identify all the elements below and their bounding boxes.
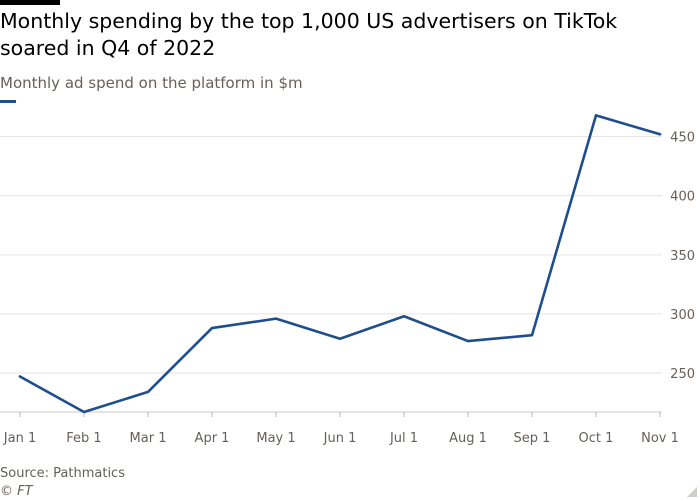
- chart-subtitle: Monthly ad spend on the platform in $m: [0, 74, 303, 92]
- y-tick-label: 400: [670, 190, 695, 205]
- data-point: [338, 337, 342, 340]
- y-tick-label: 300: [670, 308, 695, 323]
- source-note: Source: Pathmatics: [0, 466, 125, 481]
- data-point: [146, 390, 150, 394]
- data-point: [402, 315, 406, 318]
- data-point: [210, 326, 214, 330]
- accent-rule: [0, 0, 60, 5]
- x-tick-label: Apr 1: [195, 431, 230, 446]
- x-tick-label: Jun 1: [323, 431, 357, 446]
- data-point: [466, 339, 470, 343]
- chart-title: Monthly spending by the top 1,000 US adv…: [0, 9, 618, 60]
- x-tick-label: May 1: [256, 431, 295, 446]
- data-point: [658, 133, 662, 136]
- data-point: [18, 375, 22, 378]
- x-tick-label: Aug 1: [449, 431, 487, 446]
- series-line: [18, 114, 662, 414]
- x-tick-label: Sep 1: [514, 431, 551, 446]
- x-tick-label: Oct 1: [579, 431, 614, 446]
- resize-corner-icon[interactable]: [687, 487, 697, 497]
- y-tick-label: 450: [670, 131, 695, 146]
- x-tick-label: Jul 1: [389, 431, 418, 446]
- data-point: [530, 333, 534, 337]
- x-tick-label: Mar 1: [130, 431, 167, 446]
- legend-line-swatch: [0, 100, 16, 103]
- data-point: [82, 410, 86, 414]
- copyright-note: © FT: [0, 484, 33, 499]
- x-tick-label: Nov 1: [641, 431, 679, 446]
- y-tick-label: 250: [670, 367, 695, 382]
- data-point: [594, 114, 598, 117]
- x-tick-label: Feb 1: [66, 431, 101, 446]
- data-point: [274, 317, 278, 320]
- y-tick-label: 350: [670, 249, 695, 264]
- x-tick-label: Jan 1: [3, 431, 36, 446]
